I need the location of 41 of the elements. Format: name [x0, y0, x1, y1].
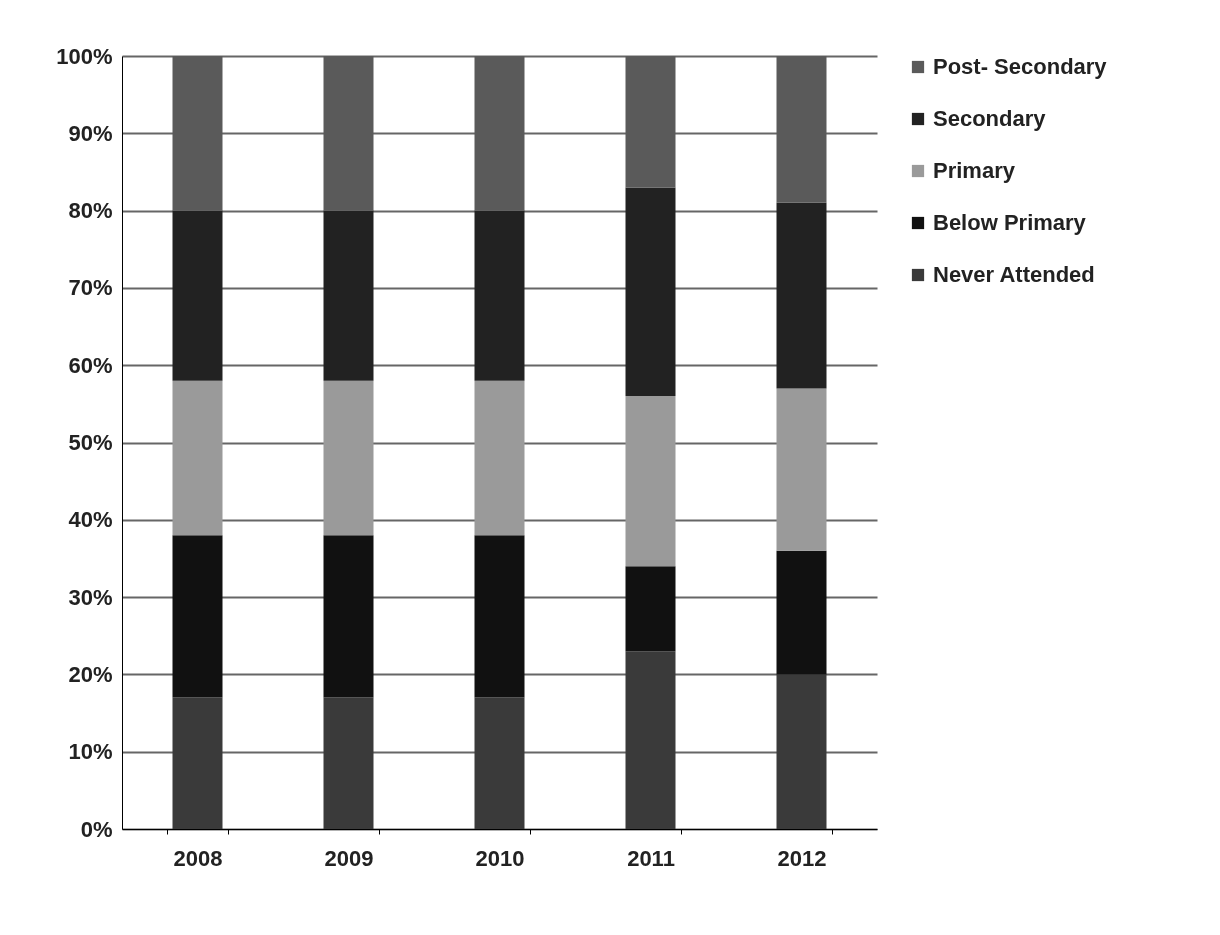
- x-tick-label: 2010: [475, 845, 525, 871]
- x-tick-label: 2011: [627, 845, 675, 871]
- bar: [776, 550, 827, 675]
- y-tick-label: 20%: [68, 661, 113, 687]
- bar: [625, 651, 676, 829]
- y-tick-label: 50%: [68, 430, 113, 455]
- bar: [625, 396, 676, 567]
- legend-label: Secondary: [933, 106, 1047, 131]
- bar: [776, 202, 827, 389]
- y-tick-label: 60%: [68, 352, 113, 378]
- bar: [323, 535, 374, 698]
- bar: [474, 380, 525, 536]
- bar: [323, 210, 374, 381]
- bar: [323, 697, 374, 829]
- bar: [625, 566, 676, 652]
- x-tick-label: 2008: [173, 845, 223, 871]
- y-tick-label: 80%: [68, 198, 113, 224]
- bar: [776, 388, 827, 551]
- bar: [474, 210, 525, 381]
- y-tick-label: 30%: [68, 584, 113, 610]
- bar: [474, 697, 525, 829]
- y-tick-label: 70%: [68, 275, 113, 301]
- y-tick-label: 0%: [80, 816, 113, 842]
- x-tick-label: 2012: [777, 845, 827, 871]
- y-tick-label: 90%: [68, 120, 113, 146]
- bar: [172, 380, 223, 536]
- bar: [172, 697, 223, 829]
- legend-label: Below Primary: [933, 210, 1087, 235]
- bar: [172, 535, 223, 698]
- bar: [474, 535, 525, 698]
- bar: [776, 674, 827, 829]
- bar: [323, 380, 374, 536]
- x-tick-label: 2009: [324, 845, 374, 871]
- y-tick-label: 100%: [56, 43, 113, 69]
- y-tick-label: 40%: [68, 507, 113, 533]
- legend-label: Never Attended: [933, 262, 1095, 287]
- bar: [172, 210, 223, 381]
- y-tick-label: 10%: [68, 739, 113, 765]
- legend-label: Post- Secondary: [933, 54, 1108, 79]
- legend-label: Primary: [933, 158, 1016, 183]
- bar: [625, 187, 676, 397]
